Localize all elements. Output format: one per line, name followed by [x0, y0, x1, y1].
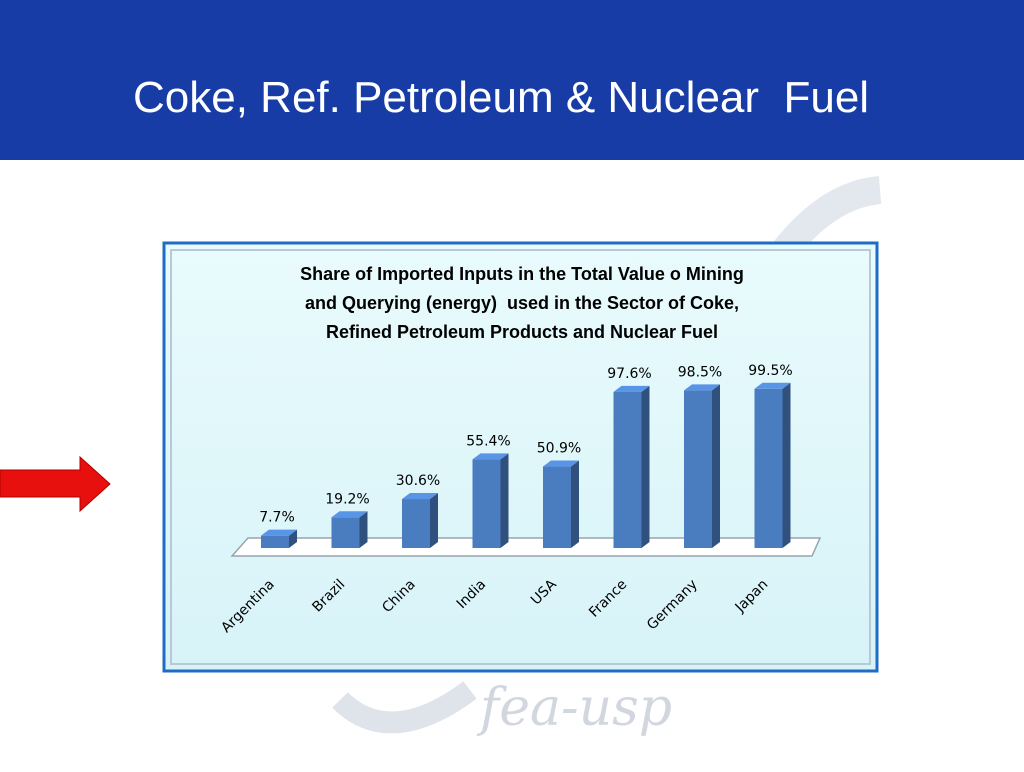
chart-title: Share of Imported Inputs in the Total Va…: [300, 264, 744, 284]
chart-title: Refined Petroleum Products and Nuclear F…: [326, 322, 718, 342]
bar-side: [500, 453, 509, 548]
bar-top: [684, 384, 720, 391]
bar-top: [613, 385, 650, 392]
value-label: 55.4%: [466, 433, 510, 449]
bar-top: [472, 453, 509, 460]
value-label: 98.5%: [678, 364, 722, 380]
arrow: [0, 455, 111, 513]
value-label: 99.5%: [748, 363, 792, 379]
bar-side: [430, 493, 438, 548]
bar: [472, 459, 501, 548]
value-label: 7.7%: [259, 510, 295, 526]
bar-side: [641, 385, 650, 548]
value-label: 50.9%: [537, 441, 581, 457]
bar-top: [331, 511, 368, 518]
bar-top: [754, 382, 791, 389]
bar-side: [782, 382, 791, 548]
bar-side: [712, 384, 720, 548]
value-label: 19.2%: [325, 491, 369, 507]
bar-top: [402, 493, 438, 500]
value-label: 97.6%: [607, 366, 651, 382]
bar-side: [289, 529, 297, 548]
header-bar: [0, 0, 1024, 160]
bar-side: [571, 460, 579, 548]
bar: [754, 388, 783, 548]
watermark-swoosh: [332, 681, 477, 734]
bar-top: [543, 460, 579, 467]
bar: [261, 535, 289, 548]
bar: [402, 499, 430, 548]
value-label: 30.6%: [396, 473, 440, 489]
bar: [543, 466, 571, 548]
floor: [230, 537, 822, 557]
watermark: fea-usp: [476, 678, 672, 738]
bar-side: [359, 511, 368, 548]
bar-top: [261, 529, 297, 536]
chart-inner-frame: [170, 249, 871, 665]
bar: [684, 390, 712, 548]
chart-title: and Querying (energy) used in the Sector…: [305, 293, 739, 313]
slide-title: Coke, Ref. Petroleum & Nuclear Fuel: [133, 73, 869, 122]
bar: [613, 391, 642, 548]
bar: [331, 517, 360, 548]
